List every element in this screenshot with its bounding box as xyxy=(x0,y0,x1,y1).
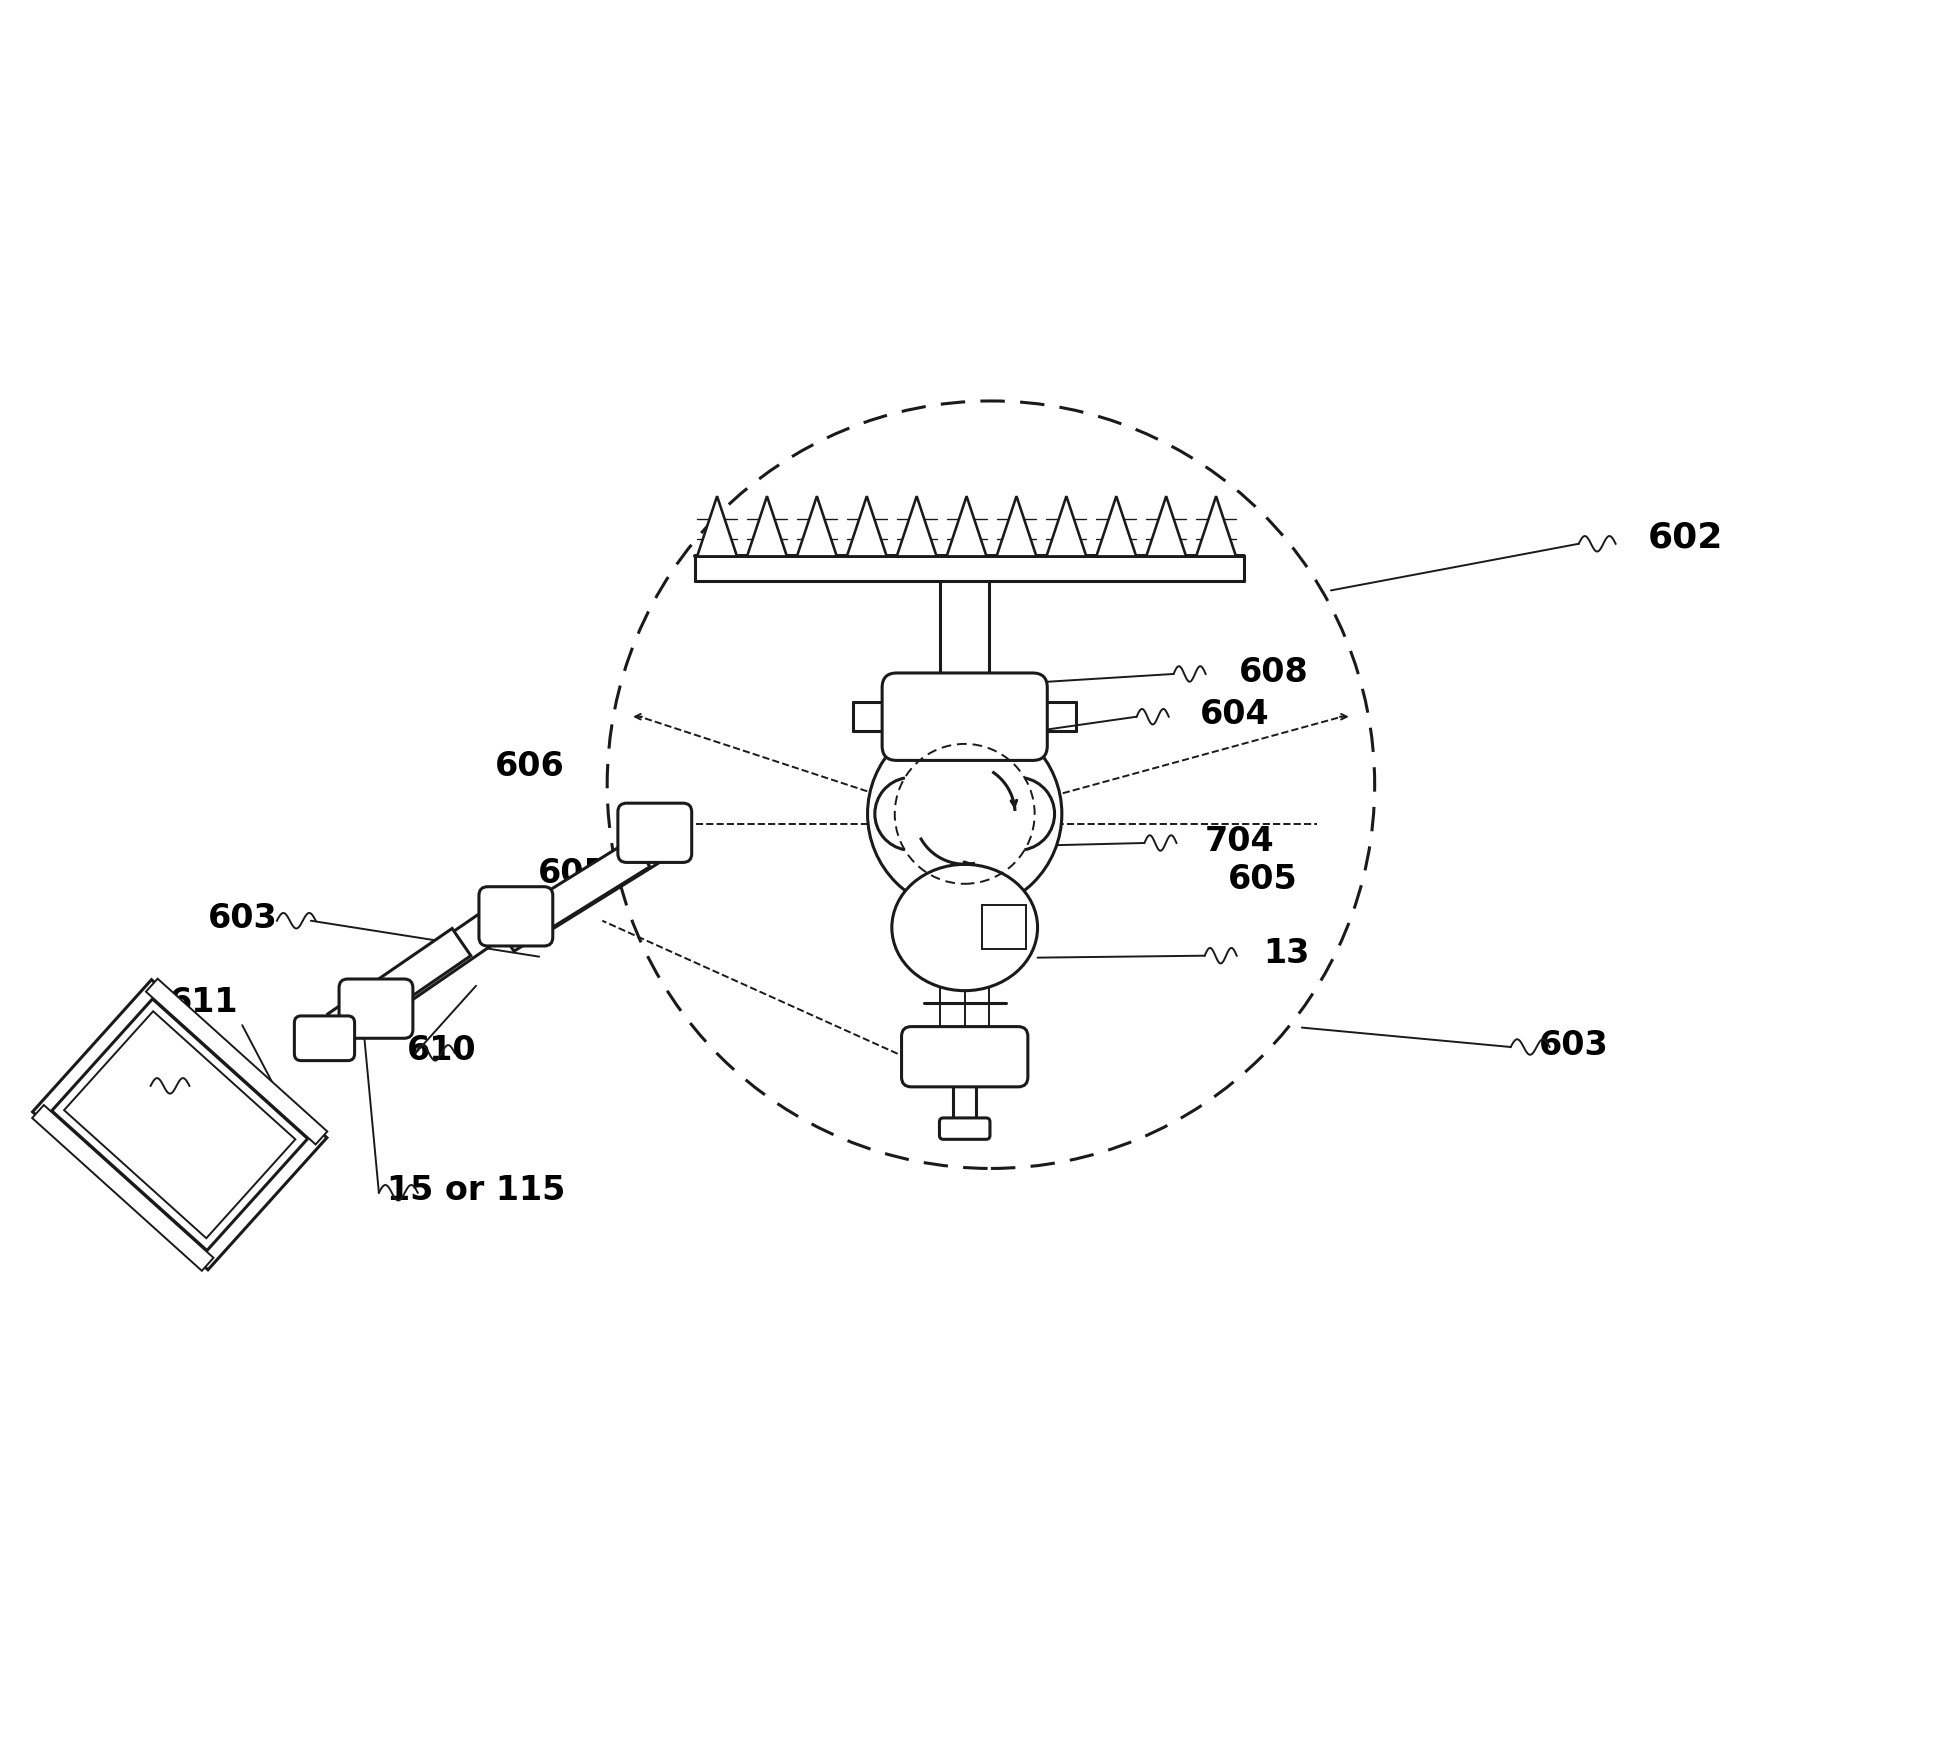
Polygon shape xyxy=(1197,497,1236,556)
Text: 605: 605 xyxy=(538,856,608,890)
Text: 612: 612 xyxy=(89,1067,159,1100)
FancyBboxPatch shape xyxy=(915,688,1014,728)
Text: 603: 603 xyxy=(208,902,278,935)
Text: 603: 603 xyxy=(1539,1028,1609,1062)
Polygon shape xyxy=(64,1011,295,1239)
Polygon shape xyxy=(328,928,470,1042)
Circle shape xyxy=(867,718,1061,911)
Polygon shape xyxy=(146,979,326,1144)
Text: 604: 604 xyxy=(1201,698,1269,730)
Text: 704: 704 xyxy=(1205,825,1275,856)
Polygon shape xyxy=(33,1106,214,1271)
Polygon shape xyxy=(1146,497,1185,556)
FancyBboxPatch shape xyxy=(938,1118,989,1139)
Polygon shape xyxy=(997,497,1036,556)
FancyBboxPatch shape xyxy=(981,906,1026,949)
Polygon shape xyxy=(1096,497,1137,556)
Polygon shape xyxy=(497,839,649,951)
FancyBboxPatch shape xyxy=(882,674,1047,762)
FancyBboxPatch shape xyxy=(618,804,692,863)
Text: 608: 608 xyxy=(1238,655,1308,688)
Polygon shape xyxy=(52,999,307,1251)
Polygon shape xyxy=(530,820,684,932)
Polygon shape xyxy=(1047,497,1086,556)
Text: 15 or 115: 15 or 115 xyxy=(387,1174,565,1207)
Text: 611: 611 xyxy=(169,985,239,1018)
Ellipse shape xyxy=(892,865,1038,992)
Text: 602: 602 xyxy=(1648,521,1723,555)
Polygon shape xyxy=(361,909,505,1021)
FancyBboxPatch shape xyxy=(478,888,552,946)
Text: 605: 605 xyxy=(1228,863,1298,897)
Polygon shape xyxy=(847,497,886,556)
Polygon shape xyxy=(698,497,736,556)
Polygon shape xyxy=(33,979,326,1271)
Text: 606: 606 xyxy=(495,749,563,783)
FancyBboxPatch shape xyxy=(902,1027,1028,1088)
Polygon shape xyxy=(746,497,787,556)
FancyBboxPatch shape xyxy=(295,1016,354,1062)
FancyBboxPatch shape xyxy=(338,979,412,1039)
Text: 610: 610 xyxy=(408,1034,476,1067)
Polygon shape xyxy=(797,497,837,556)
Polygon shape xyxy=(946,497,987,556)
Polygon shape xyxy=(898,497,937,556)
Text: 13: 13 xyxy=(1263,937,1310,971)
